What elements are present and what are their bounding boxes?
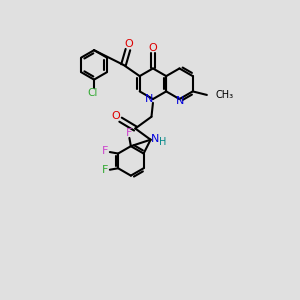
Text: N: N bbox=[151, 134, 159, 143]
Text: H: H bbox=[159, 137, 166, 147]
Text: F: F bbox=[126, 128, 133, 138]
Text: O: O bbox=[112, 111, 121, 121]
Text: O: O bbox=[148, 43, 157, 53]
Text: O: O bbox=[124, 39, 133, 49]
Text: CH₃: CH₃ bbox=[216, 90, 234, 100]
Text: F: F bbox=[101, 165, 108, 175]
Text: N: N bbox=[176, 95, 184, 106]
Text: Cl: Cl bbox=[88, 88, 98, 98]
Text: N: N bbox=[145, 94, 154, 104]
Text: F: F bbox=[101, 146, 108, 156]
